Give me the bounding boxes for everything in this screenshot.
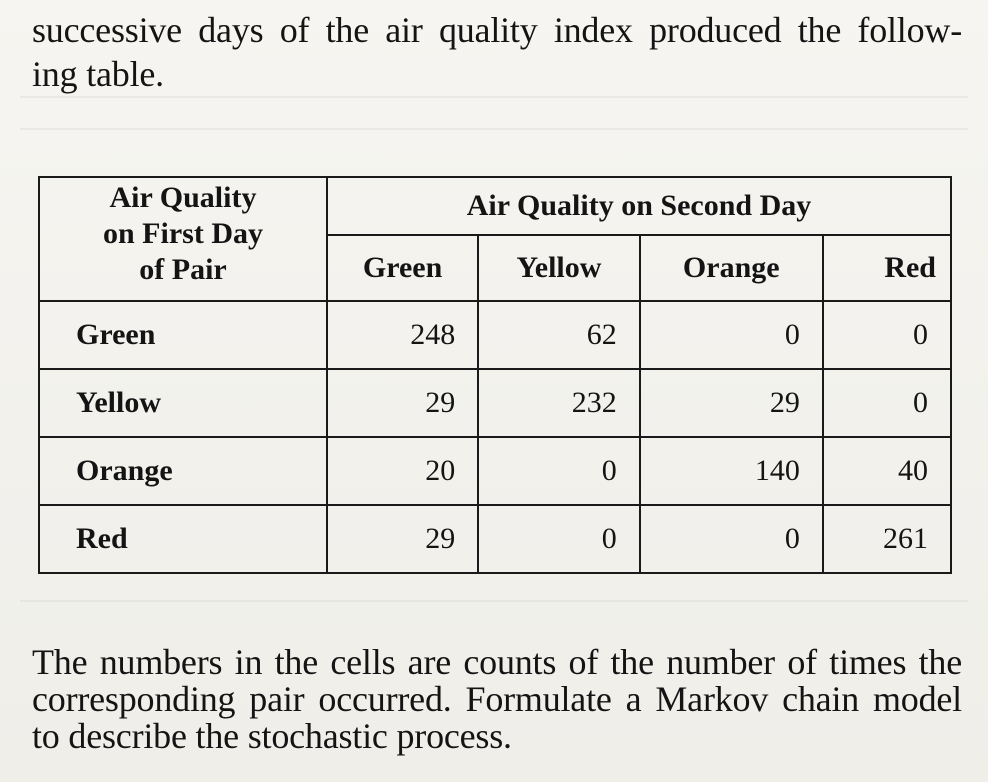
table-cell: 0 — [821, 368, 953, 438]
intro-paragraph: successive days of the air quality index… — [32, 8, 962, 96]
table-cell: 29 — [638, 368, 824, 438]
table-row-red: Red 29 0 0 261 — [38, 504, 953, 574]
air-quality-table: Air Quality on First Day of Pair Air Qua… — [38, 176, 953, 574]
table-cell: 40 — [821, 436, 953, 506]
table-row-green: Green 248 62 0 0 — [38, 300, 953, 370]
outro-line: to describe the stochastic process. — [32, 716, 512, 756]
table-cell: 0 — [638, 504, 824, 574]
table-cell: 140 — [638, 436, 824, 506]
table-row-orange: Orange 20 0 140 40 — [38, 436, 953, 506]
table-cell: 0 — [477, 436, 641, 506]
outro-line: corresponding pair occurred. Formulate a… — [32, 679, 962, 719]
column-header-orange: Orange — [638, 234, 824, 302]
table-cell: 248 — [325, 300, 480, 370]
second-day-header: Air Quality on Second Day — [326, 176, 952, 236]
bleed-through-line — [20, 96, 968, 98]
table-cell: 62 — [477, 300, 641, 370]
row-label: Green — [38, 300, 328, 370]
row-label: Red — [38, 504, 328, 574]
table-cell: 29 — [325, 504, 480, 574]
intro-line: ing table. — [32, 54, 164, 94]
row-label: Yellow — [38, 368, 328, 438]
outro-paragraph: The numbers in the cells are counts of t… — [32, 644, 962, 755]
column-header-yellow: Yellow — [477, 234, 641, 302]
table-cell: 0 — [821, 300, 953, 370]
table-row-yellow: Yellow 29 232 29 0 — [38, 368, 953, 438]
corner-header-line: Air Quality — [109, 181, 257, 214]
corner-header-line: on First Day — [103, 217, 263, 250]
table-cell: 232 — [477, 368, 641, 438]
table-cell: 0 — [477, 504, 641, 574]
table-cell: 29 — [325, 368, 480, 438]
row-label: Orange — [38, 436, 328, 506]
table-cell: 0 — [638, 300, 824, 370]
intro-line: successive days of the air quality index… — [32, 10, 962, 50]
corner-header-line: of Pair — [139, 253, 227, 286]
bleed-through-line — [20, 128, 968, 130]
column-header-red: Red — [821, 234, 953, 302]
bleed-through-line — [20, 600, 968, 602]
table-cell: 261 — [821, 504, 953, 574]
outro-line: The numbers in the cells are counts of t… — [32, 642, 962, 682]
corner-header: Air Quality on First Day of Pair — [38, 176, 328, 302]
column-header-green: Green — [325, 234, 480, 302]
table-cell: 20 — [325, 436, 480, 506]
